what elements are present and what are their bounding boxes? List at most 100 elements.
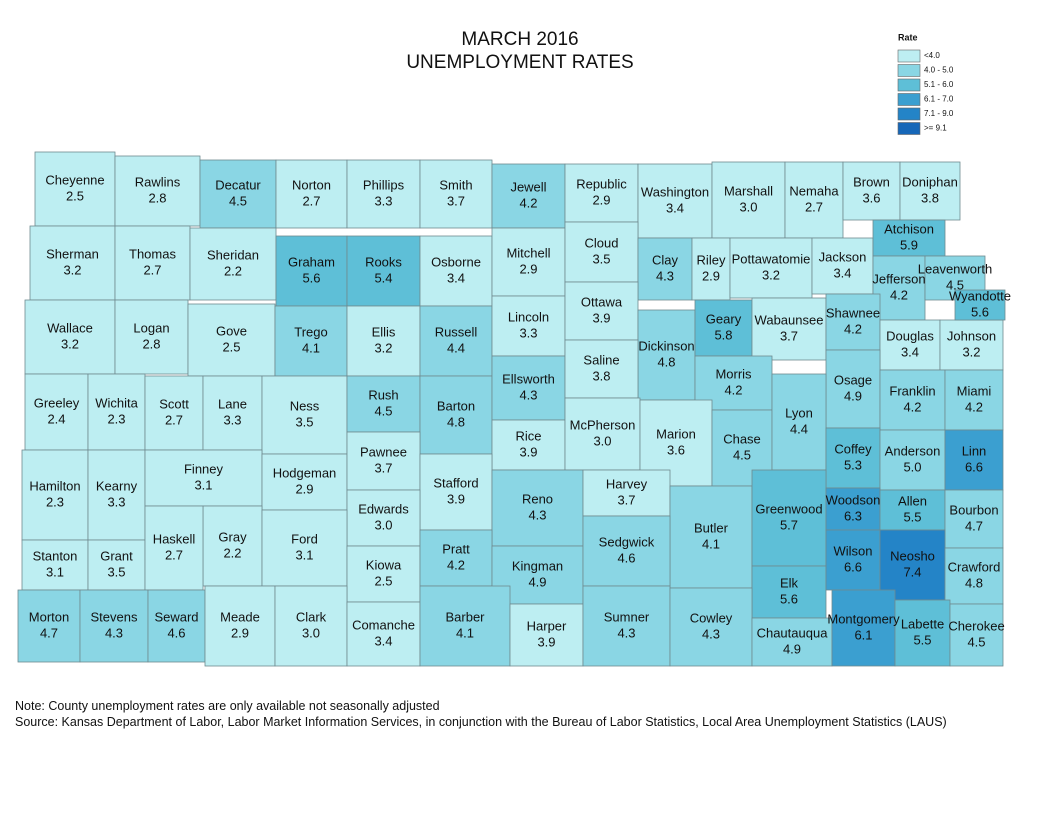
county bbox=[564, 221, 639, 283]
county bbox=[87, 539, 146, 591]
county-rate: 4.7 bbox=[965, 518, 983, 533]
county-rate: 3.9 bbox=[519, 444, 537, 459]
county-rate: 3.4 bbox=[666, 200, 684, 215]
county-name: Graham bbox=[288, 254, 335, 269]
county-rate: 3.5 bbox=[107, 564, 125, 579]
legend-label: 7.1 - 9.0 bbox=[924, 109, 954, 118]
county bbox=[346, 431, 421, 491]
legend-swatch bbox=[897, 78, 921, 92]
county bbox=[261, 375, 348, 455]
county bbox=[346, 545, 421, 603]
county-rate: 3.1 bbox=[46, 564, 64, 579]
county-name: Neosho bbox=[890, 548, 935, 563]
county bbox=[202, 375, 263, 451]
county bbox=[202, 505, 263, 587]
county-name: Wallace bbox=[47, 320, 93, 335]
county bbox=[114, 155, 201, 227]
county-name: Lane bbox=[218, 396, 247, 411]
county bbox=[564, 339, 639, 399]
county-name: Crawford bbox=[948, 559, 1001, 574]
county-rate: 4.5 bbox=[967, 634, 985, 649]
county bbox=[189, 227, 277, 301]
legend-swatch bbox=[897, 107, 921, 121]
county-name: Wyandotte bbox=[949, 288, 1011, 303]
county-rate: 3.5 bbox=[592, 251, 610, 266]
county-rate: 6.6 bbox=[844, 559, 862, 574]
county bbox=[751, 469, 827, 567]
county-rate: 3.2 bbox=[762, 267, 780, 282]
county-name: Kingman bbox=[512, 558, 563, 573]
county bbox=[582, 469, 671, 517]
county-rate: 4.2 bbox=[519, 195, 537, 210]
county-name: Gray bbox=[218, 529, 247, 544]
county-name: Pottawatomie bbox=[732, 251, 811, 266]
county-name: Finney bbox=[184, 461, 224, 476]
county-name: Cheyenne bbox=[45, 172, 104, 187]
county-name: Butler bbox=[694, 520, 729, 535]
title-line: UNEMPLOYMENT RATES bbox=[406, 52, 633, 73]
county bbox=[21, 539, 89, 591]
county-name: Clark bbox=[296, 609, 327, 624]
county bbox=[87, 373, 146, 451]
county-name: Linn bbox=[962, 443, 987, 458]
county bbox=[419, 585, 511, 667]
county-rate: 4.8 bbox=[965, 575, 983, 590]
county-name: Edwards bbox=[358, 501, 409, 516]
county bbox=[825, 293, 881, 351]
county-name: Grant bbox=[100, 548, 133, 563]
county-name: Norton bbox=[292, 177, 331, 192]
county-rate: 5.0 bbox=[903, 459, 921, 474]
county-name: Jewell bbox=[510, 179, 546, 194]
county bbox=[751, 617, 833, 667]
county-name: Miami bbox=[957, 383, 992, 398]
county-name: Cherokee bbox=[948, 618, 1004, 633]
county-rate: 3.7 bbox=[617, 492, 635, 507]
legend-swatch bbox=[897, 122, 921, 135]
county-rate: 2.3 bbox=[107, 411, 125, 426]
county-rate: 2.9 bbox=[231, 625, 249, 640]
county-rate: 4.3 bbox=[702, 626, 720, 641]
county-name: Meade bbox=[220, 609, 260, 624]
county-name: Comanche bbox=[352, 617, 415, 632]
county-name: Stanton bbox=[33, 548, 78, 563]
county-name: Wichita bbox=[95, 395, 138, 410]
county-rate: 4.3 bbox=[105, 625, 123, 640]
county-name: Stafford bbox=[433, 475, 478, 490]
county-name: Greenwood bbox=[755, 501, 822, 516]
county bbox=[669, 485, 753, 589]
county bbox=[751, 565, 827, 619]
county-name: Marshall bbox=[724, 183, 773, 198]
county-rate: 3.4 bbox=[374, 633, 392, 648]
county-rate: 4.2 bbox=[844, 321, 862, 336]
county-rate: 4.5 bbox=[733, 447, 751, 462]
county-name: Pawnee bbox=[360, 444, 407, 459]
county-rate: 3.1 bbox=[194, 477, 212, 492]
county-rate: 4.2 bbox=[903, 399, 921, 414]
county bbox=[582, 515, 671, 587]
county-name: Hamilton bbox=[29, 478, 80, 493]
county-name: Barton bbox=[437, 398, 475, 413]
county-rate: 3.3 bbox=[374, 193, 392, 208]
county bbox=[939, 319, 1004, 371]
county-name: Montgomery bbox=[827, 611, 900, 626]
county-name: Republic bbox=[576, 176, 627, 191]
county-name: Jackson bbox=[819, 249, 867, 264]
county-rate: 2.7 bbox=[165, 547, 183, 562]
county-rate: 5.6 bbox=[302, 270, 320, 285]
county-rate: 5.5 bbox=[913, 632, 931, 647]
county-name: Chautauqua bbox=[757, 625, 829, 640]
county-rate: 2.4 bbox=[47, 411, 65, 426]
legend-label: 5.1 - 6.0 bbox=[924, 80, 954, 89]
county-name: Morris bbox=[715, 366, 752, 381]
county-rate: 2.2 bbox=[224, 263, 242, 278]
county-name: Greeley bbox=[34, 395, 80, 410]
county-rate: 4.8 bbox=[657, 354, 675, 369]
county-name: Douglas bbox=[886, 328, 934, 343]
county-name: Thomas bbox=[129, 246, 176, 261]
county bbox=[275, 235, 348, 307]
county-rate: 3.9 bbox=[537, 634, 555, 649]
county-name: Washington bbox=[641, 184, 709, 199]
county-rate: 3.3 bbox=[519, 325, 537, 340]
county-name: Sheridan bbox=[207, 247, 259, 262]
county-rate: 3.7 bbox=[780, 328, 798, 343]
